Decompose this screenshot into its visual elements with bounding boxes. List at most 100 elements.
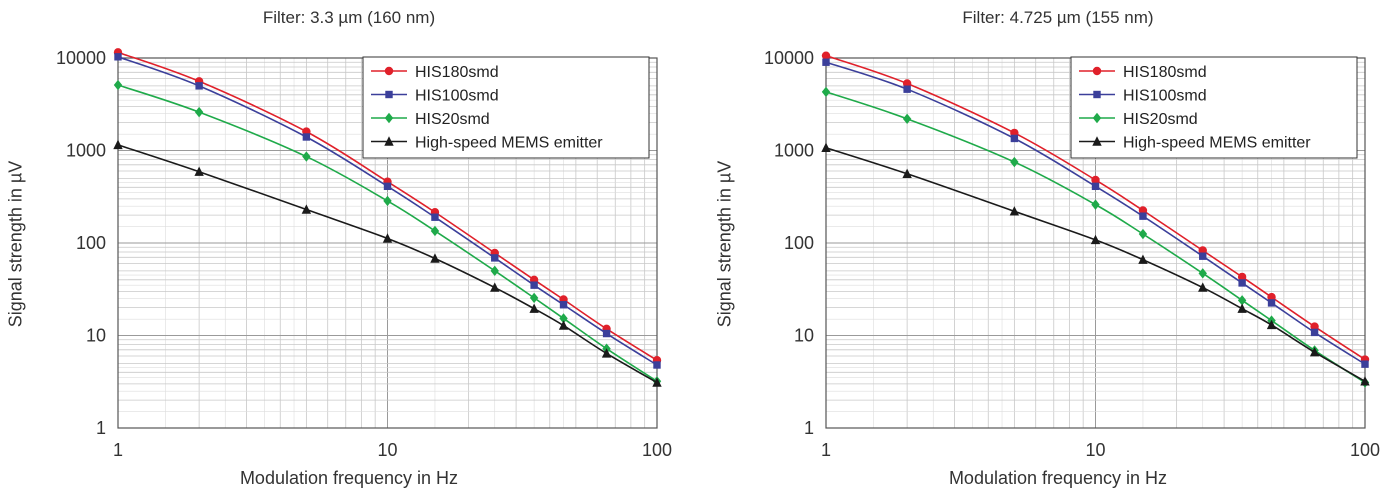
- data-point: [1310, 328, 1319, 337]
- data-point: [821, 51, 831, 60]
- x-tick-label: 10: [1085, 440, 1105, 460]
- data-point: [302, 133, 311, 141]
- x-tick-label: 100: [642, 440, 672, 460]
- data-point: [652, 377, 662, 387]
- y-tick-label: 100: [784, 233, 814, 253]
- data-point: [653, 361, 661, 369]
- y-tick-label: 10: [794, 326, 814, 346]
- data-point: [1361, 360, 1369, 368]
- y-tick-label: 10000: [764, 48, 814, 68]
- data-point: [530, 281, 538, 289]
- chart-panel-left: Filter: 3.3 µm (160 nm) 1 10 100 1 10 100 1000…: [0, 0, 698, 494]
- data-point: [301, 204, 312, 214]
- data-point: [1238, 279, 1246, 287]
- data-point: [821, 86, 831, 98]
- legend-label: HIS20smd: [415, 111, 490, 128]
- data-point: [601, 348, 612, 358]
- y-tick-label: 1: [804, 418, 814, 438]
- data-point: [1091, 199, 1100, 210]
- legend-label: HIS20smd: [1123, 111, 1198, 128]
- series-high-speed-mems-emitter: [821, 142, 1370, 386]
- data-point: [113, 79, 123, 91]
- legend-label: HIS100smd: [415, 88, 499, 105]
- y-axis-label: Signal strength in µV: [5, 160, 26, 328]
- data-point: [1010, 134, 1019, 143]
- data-point: [114, 53, 122, 61]
- data-point: [490, 282, 500, 292]
- data-point: [529, 292, 539, 304]
- data-point: [1310, 322, 1319, 331]
- data-point: [430, 225, 440, 237]
- series-line: [825, 54, 1366, 361]
- data-point: [194, 106, 204, 118]
- data-point: [490, 265, 499, 277]
- data-point: [602, 329, 611, 338]
- data-point: [1009, 206, 1020, 216]
- chart-panel-right: Filter: 4.725 µm (155 nm) 1 10 100 1 10 100 10…: [709, 0, 1397, 494]
- data-point: [383, 195, 392, 207]
- y-tick-label: 10: [86, 326, 106, 346]
- legend-label: HIS180smd: [1123, 64, 1207, 81]
- data-point: [529, 303, 539, 313]
- legend-label: HIS100smd: [1123, 88, 1207, 105]
- x-axis-label: Modulation frequency in Hz: [948, 468, 1168, 488]
- legend-swatch-marker: [1093, 90, 1101, 99]
- data-point: [194, 166, 204, 176]
- data-point: [383, 182, 392, 191]
- series-line: [117, 84, 658, 382]
- data-point: [491, 254, 499, 262]
- x-tick-label: 1: [821, 440, 831, 460]
- data-point: [430, 253, 440, 263]
- legend-swatch-marker: [1092, 136, 1102, 146]
- data-point: [1360, 376, 1370, 386]
- data-point: [1091, 175, 1100, 185]
- x-axis-label: Modulation frequency in Hz: [239, 468, 459, 488]
- series-his100smd: [114, 53, 661, 369]
- x-tick-label: 10: [377, 440, 397, 460]
- data-point: [1267, 292, 1276, 302]
- data-point: [559, 301, 568, 309]
- y-tick-label: 10000: [56, 48, 106, 68]
- series-line: [825, 91, 1366, 384]
- data-point: [821, 142, 831, 152]
- series-line: [825, 147, 1366, 382]
- chart-plot: 1 10 100110100100010000HIS180smdHIS100smdH…: [764, 48, 1380, 460]
- legend: HIS180smd HIS100smd HIS20smd High-speed MEM…: [1070, 56, 1358, 159]
- x-tick-label: 100: [1350, 440, 1380, 460]
- legend-box: [1070, 56, 1358, 159]
- series-high-speed-mems-emitter: [113, 139, 662, 387]
- y-tick-label: 1: [96, 418, 106, 438]
- legend-swatch-marker: [384, 66, 394, 76]
- chart-title: Filter: 4.725 µm (155 nm): [962, 8, 1154, 27]
- data-point: [302, 151, 311, 162]
- legend-label: High-speed MEMS emitter: [415, 135, 603, 152]
- data-point: [1267, 299, 1276, 307]
- x-tick-label: 1: [113, 440, 123, 460]
- data-point: [1237, 303, 1247, 313]
- series-his100smd: [822, 58, 1369, 368]
- y-tick-label: 100: [76, 233, 106, 253]
- data-point: [1237, 272, 1247, 282]
- data-point: [113, 139, 123, 150]
- data-point: [1199, 252, 1207, 260]
- chart-plot: 1 10 100110100100010000HIS180smdHIS100smdH…: [56, 48, 672, 460]
- data-point: [1266, 319, 1277, 330]
- data-point: [903, 85, 911, 93]
- data-point: [902, 168, 912, 178]
- y-tick-label: 1000: [66, 141, 106, 161]
- data-point: [1090, 234, 1101, 245]
- data-point: [431, 213, 439, 221]
- y-axis-label: Signal strength in µV: [714, 160, 735, 328]
- series-his20smd: [113, 79, 662, 387]
- data-point: [1138, 228, 1148, 240]
- series-line: [825, 61, 1366, 365]
- legend-swatch-marker: [1092, 66, 1102, 76]
- y-tick-label: 1000: [774, 141, 814, 161]
- data-point: [1198, 268, 1207, 279]
- data-point: [558, 320, 569, 330]
- legend-label: High-speed MEMS emitter: [1123, 135, 1311, 152]
- data-point: [382, 233, 393, 243]
- chart-title: Filter: 3.3 µm (160 nm): [262, 8, 436, 27]
- legend-swatch-marker: [1092, 112, 1102, 124]
- data-point: [1010, 156, 1019, 168]
